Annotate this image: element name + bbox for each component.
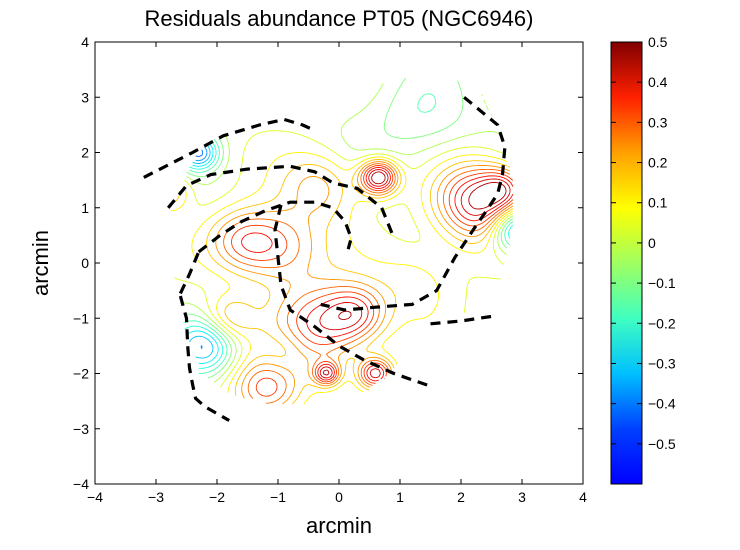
y-tick-label: −1 <box>73 310 89 326</box>
contour-level <box>183 77 514 379</box>
contour-level <box>171 152 514 405</box>
plot-frame <box>94 41 584 485</box>
y-tick-label: −2 <box>73 366 89 382</box>
colorbar-tick-label: 0.1 <box>648 195 668 211</box>
colorbar-tick-label: −0.2 <box>648 315 676 331</box>
contour-level <box>223 163 514 404</box>
contour-level <box>174 130 514 388</box>
spiral-arm-east-stub <box>430 313 498 326</box>
y-axis-ticks: −4 −3 −2 −1 0 1 2 3 4 <box>73 34 583 492</box>
spiral-arm-west-arm <box>178 295 230 422</box>
colorbar-tick-label: 0.5 <box>648 34 668 50</box>
spiral-arm-overlay <box>143 96 507 422</box>
spiral-arm-west-upper <box>178 251 201 295</box>
x-tick-label: −3 <box>148 489 164 505</box>
chart-title: Residuals abundance PT05 (NGC6946) <box>145 6 534 31</box>
contour-lines <box>171 77 514 405</box>
contour-level <box>189 143 214 359</box>
contour-level <box>241 166 514 382</box>
contour-level <box>319 169 511 379</box>
y-tick-label: 2 <box>81 145 89 161</box>
contour-level <box>322 171 507 376</box>
colorbar-tick-label: −0.5 <box>648 436 676 452</box>
spiral-arm-inner-loop <box>197 200 353 254</box>
colorbar-tick-label: 0 <box>648 235 656 251</box>
y-tick-label: 3 <box>81 89 89 105</box>
x-axis-ticks: −4 −3 −2 −1 0 1 2 3 4 <box>87 42 587 505</box>
y-tick-label: 0 <box>81 255 89 271</box>
x-tick-label: 2 <box>457 489 465 505</box>
x-tick-label: −1 <box>270 489 286 505</box>
y-axis-label: arcmin <box>28 230 53 296</box>
colorbar-ticks: 0.5 0.4 0.3 0.2 0.1 0 −0.1 −0.2 −0.3 −0.4 −0.5 <box>611 34 676 452</box>
colorbar-tick-label: 0.4 <box>648 74 668 90</box>
spiral-arm-inner-bar <box>273 204 435 389</box>
x-tick-label: 4 <box>579 489 587 505</box>
colorbar-tick-label: −0.1 <box>648 275 676 291</box>
contour-level <box>195 146 208 350</box>
spiral-arm-north-arm <box>143 117 316 179</box>
colorbar-tick-label: 0.2 <box>648 155 668 171</box>
x-axis-label: arcmin <box>306 513 372 538</box>
x-tick-label: 0 <box>335 489 343 505</box>
y-tick-label: 1 <box>81 200 89 216</box>
colorbar-tick-label: −0.3 <box>648 355 676 371</box>
contour-level <box>184 141 514 369</box>
x-tick-label: 3 <box>518 489 526 505</box>
colorbar-tick-label: −0.4 <box>648 396 676 412</box>
contour-level <box>183 93 514 374</box>
contour-level <box>171 158 514 405</box>
spiral-arm-inner-north-arm <box>166 164 396 239</box>
y-tick-label: −4 <box>73 476 89 492</box>
contour-level <box>180 80 514 383</box>
colorbar-tick-label: 0.3 <box>648 114 668 130</box>
contour-level <box>195 149 204 158</box>
y-tick-label: 4 <box>81 34 89 50</box>
x-tick-label: −4 <box>87 489 103 505</box>
x-tick-label: −2 <box>209 489 225 505</box>
spiral-arm-east-arm <box>320 96 507 312</box>
y-tick-label: −3 <box>73 421 89 437</box>
contour-level <box>231 165 514 397</box>
colorbar <box>610 41 643 485</box>
x-tick-label: 1 <box>396 489 404 505</box>
